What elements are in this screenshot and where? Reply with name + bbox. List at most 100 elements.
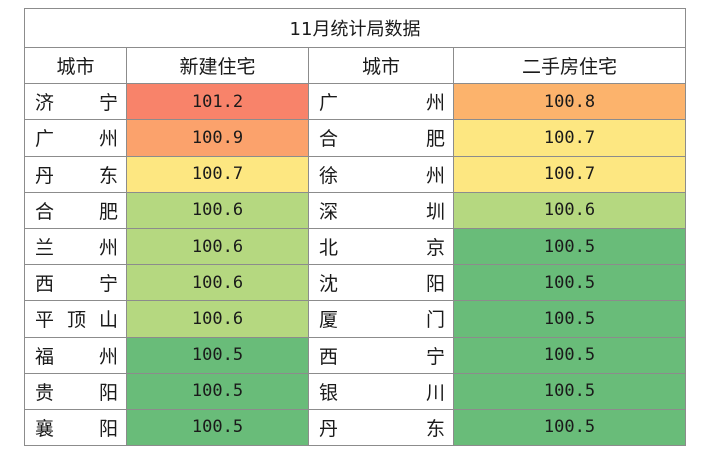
city-char: 州 — [425, 92, 445, 115]
index-value-cell: 100.5 — [453, 372, 686, 410]
city-cell: 厦门 — [308, 300, 454, 338]
index-value-cell: 100.7 — [453, 155, 686, 193]
city-char: 济 — [35, 92, 55, 115]
city-char: 宁 — [425, 345, 445, 368]
table-row: 襄阳 100.5 丹东 100.5 — [24, 408, 686, 447]
city-char: 合 — [319, 128, 339, 151]
city-char: 平 — [35, 309, 55, 332]
city-char: 合 — [35, 200, 55, 223]
city-cell: 合肥 — [308, 119, 454, 157]
city-char: 阳 — [98, 417, 118, 440]
city-char: 山 — [98, 309, 118, 332]
city-name-chars: 深圳 — [319, 197, 453, 224]
index-value-cell: 100.8 — [453, 83, 686, 121]
header-row: 城市 新建住宅 城市 二手房住宅 — [24, 46, 686, 85]
city-char: 宁 — [98, 92, 118, 115]
city-cell: 福州 — [24, 336, 127, 374]
table-row: 济宁 101.2 广州 100.8 — [24, 83, 686, 121]
table-body: 济宁 101.2 广州 100.8 广州 100.9 合肥 100.7 丹东 100.7 徐州 100… — [24, 83, 686, 447]
city-char: 东 — [425, 417, 445, 440]
index-value-cell: 100.5 — [453, 336, 686, 374]
city-cell: 广州 — [308, 83, 454, 121]
city-char: 州 — [425, 164, 445, 187]
city-char: 丹 — [319, 417, 339, 440]
city-cell: 广州 — [24, 119, 127, 157]
city-name-chars: 北京 — [319, 233, 453, 260]
city-name-chars: 沈阳 — [319, 269, 453, 296]
table-row: 合肥 100.6 深圳 100.6 — [24, 191, 686, 229]
city-char: 贵 — [35, 381, 55, 404]
city-char: 阳 — [98, 381, 118, 404]
city-char: 福 — [35, 345, 55, 368]
city-name-chars: 广州 — [319, 88, 453, 115]
city-cell: 银川 — [308, 372, 454, 410]
city-cell: 贵阳 — [24, 372, 127, 410]
city-cell: 济宁 — [24, 83, 127, 121]
city-char: 广 — [319, 92, 339, 115]
header-second-hand-housing: 二手房住宅 — [453, 46, 686, 85]
city-char: 东 — [98, 164, 118, 187]
city-char: 徐 — [319, 164, 339, 187]
index-value-cell: 100.5 — [453, 264, 686, 302]
city-name-chars: 济宁 — [35, 88, 126, 115]
city-cell: 丹东 — [308, 408, 454, 447]
city-char: 圳 — [425, 200, 445, 223]
index-value-cell: 100.7 — [453, 119, 686, 157]
city-name-chars: 合肥 — [35, 197, 126, 224]
city-name-chars: 合肥 — [319, 124, 453, 151]
index-value-cell: 100.7 — [126, 155, 309, 193]
city-char: 丹 — [35, 164, 55, 187]
city-char: 州 — [98, 345, 118, 368]
city-char: 深 — [319, 200, 339, 223]
city-name-chars: 广州 — [35, 124, 126, 151]
table-row: 广州 100.9 合肥 100.7 — [24, 119, 686, 157]
city-cell: 深圳 — [308, 191, 454, 229]
city-cell: 北京 — [308, 227, 454, 266]
table-title: 11月统计局数据 — [24, 8, 686, 48]
city-char: 宁 — [98, 273, 118, 296]
table-row: 贵阳 100.5 银川 100.5 — [24, 372, 686, 410]
index-value-cell: 100.6 — [126, 227, 309, 266]
city-name-chars: 银川 — [319, 378, 453, 405]
index-value-cell: 100.5 — [453, 227, 686, 266]
city-cell: 西宁 — [308, 336, 454, 374]
city-cell: 丹东 — [24, 155, 127, 193]
city-name-chars: 丹东 — [319, 414, 453, 441]
city-char: 肥 — [98, 200, 118, 223]
city-name-chars: 平顶山 — [35, 305, 126, 332]
header-city-1: 城市 — [24, 46, 127, 85]
index-value-cell: 100.5 — [453, 300, 686, 338]
table-row: 丹东 100.7 徐州 100.7 — [24, 155, 686, 193]
city-name-chars: 厦门 — [319, 305, 453, 332]
index-value-cell: 100.5 — [126, 372, 309, 410]
index-value-cell: 100.6 — [126, 300, 309, 338]
city-name-chars: 徐州 — [319, 161, 453, 188]
city-char: 州 — [98, 128, 118, 151]
city-char: 京 — [425, 237, 445, 260]
city-char: 阳 — [425, 273, 445, 296]
city-char: 肥 — [425, 128, 445, 151]
city-cell: 合肥 — [24, 191, 127, 229]
city-char: 西 — [35, 273, 55, 296]
city-name-chars: 贵阳 — [35, 378, 126, 405]
city-char: 襄 — [35, 417, 55, 440]
index-value-cell: 100.6 — [453, 191, 686, 229]
table-row: 西宁 100.6 沈阳 100.5 — [24, 264, 686, 302]
city-char: 州 — [98, 237, 118, 260]
city-char: 门 — [425, 309, 445, 332]
title-row: 11月统计局数据 — [24, 8, 686, 48]
city-char: 沈 — [319, 273, 339, 296]
city-cell: 徐州 — [308, 155, 454, 193]
city-char: 顶 — [66, 309, 86, 332]
table-row: 平顶山 100.6 厦门 100.5 — [24, 300, 686, 338]
city-cell: 沈阳 — [308, 264, 454, 302]
city-char: 银 — [319, 381, 339, 404]
city-name-chars: 兰州 — [35, 233, 126, 260]
city-char: 西 — [319, 345, 339, 368]
city-cell: 西宁 — [24, 264, 127, 302]
index-value-cell: 100.6 — [126, 264, 309, 302]
index-value-cell: 100.6 — [126, 191, 309, 229]
index-value-cell: 100.5 — [453, 408, 686, 447]
stats-table: 11月统计局数据 城市 新建住宅 城市 二手房住宅 济宁 101.2 广州 100.8… — [24, 8, 686, 447]
city-cell: 兰州 — [24, 227, 127, 266]
